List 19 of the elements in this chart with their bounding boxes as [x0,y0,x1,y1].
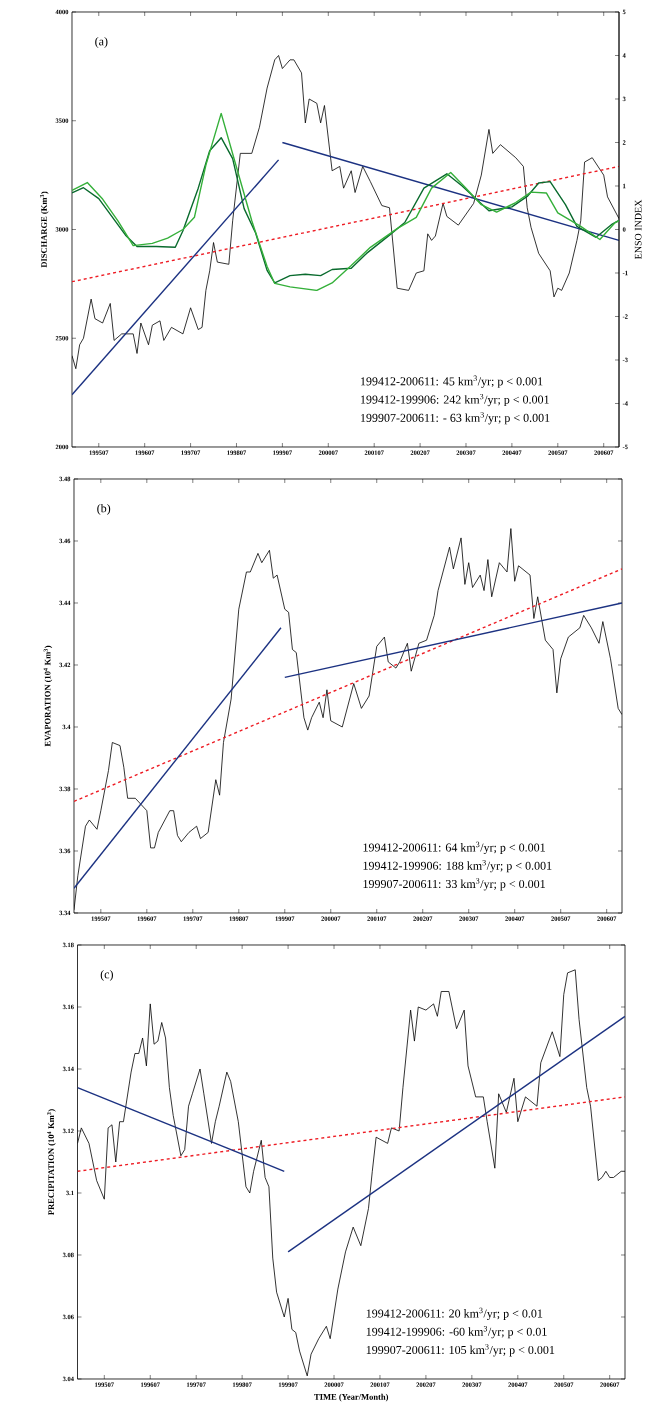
y2-axis-title: ENSO INDEX [634,199,642,260]
annotation: 199412-199906: 188 km$^{3}$/yr; p < 0.001 [363,859,552,873]
annotation: (a) [95,37,108,48]
annotation: (b) [97,503,111,515]
line-series [72,137,619,284]
annotation: 199907-200611: - 63 km$^{3}$/yr; p < 0.001 [361,412,550,425]
annotation: 199907-200611: 33 km$^{3}$/yr; p < 0.001 [363,878,545,891]
annotation: 199412-199906: 242 km$^{3}$/yr; p < 0.001 [361,393,549,407]
annotation: 199412-199906: -60 km$^{3}$/yr; p < 0.01 [366,1326,547,1339]
x-axis-title: TIME (Year/Month) [314,1393,389,1402]
annotation: (c) [100,969,113,981]
y-axis-title: DISCHARGE (Km$^{3}$) [40,191,49,268]
annotation: 199907-200611: 105 km$^{3}$/yr; p < 0.001 [366,1344,555,1357]
annotation: 199412-200611: 20 km$^{3}$/yr; p < 0.01 [366,1307,543,1321]
annotation: 199412-200611: 45 km$^{3}$/yr; p < 0.001 [361,375,543,388]
y-axis-title: EVAPORATION (10$^{4}$ Km$^{3}$) [43,645,53,747]
line-series [72,112,619,292]
y-axis-title: PRECIPITATION (10$^{4}$ Km$^{3}$) [47,1109,56,1215]
annotation: 199412-200611: 64 km$^{3}$/yr; p < 0.001 [363,841,545,855]
